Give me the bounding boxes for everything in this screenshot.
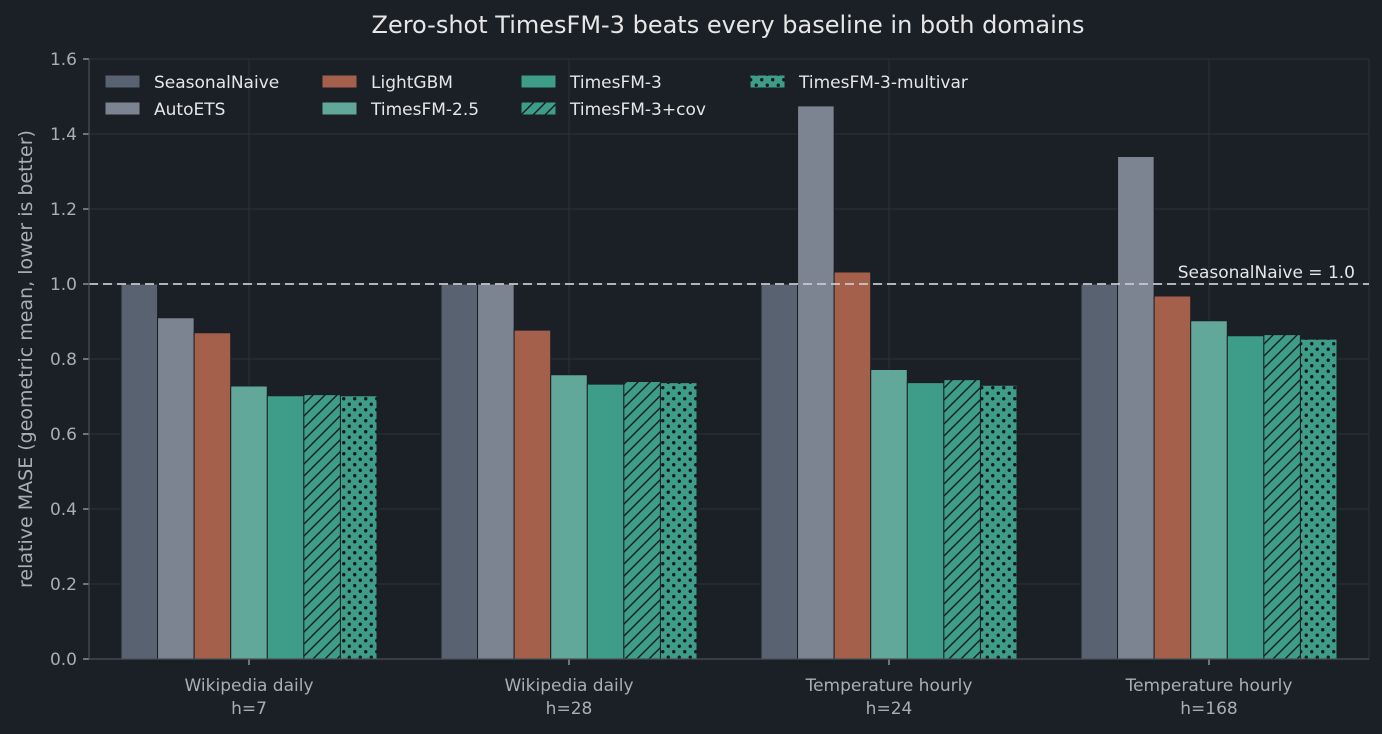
bars <box>120 105 1338 660</box>
bar-lightgbm-0 <box>193 332 232 660</box>
bar-seasonalnaive-3 <box>1080 283 1119 660</box>
y-tick-label: 1.2 <box>50 200 77 220</box>
chart-title: Zero-shot TimesFM-3 beats every baseline… <box>372 11 1085 39</box>
x-tick-label: Temperature hourly <box>805 676 973 696</box>
y-tick-label: 1.6 <box>50 50 77 70</box>
x-tick-label: Temperature hourly <box>1125 676 1293 696</box>
x-tick-label: h=7 <box>231 699 267 719</box>
y-axis-label: relative MASE (geometric mean, lower is … <box>15 130 37 588</box>
reference-line-label: SeasonalNaive = 1.0 <box>1178 263 1355 283</box>
legend-label-lightgbm: LightGBM <box>371 73 453 93</box>
bar-timesfm-2-5-2 <box>870 369 908 660</box>
y-tick-label: 0.0 <box>50 650 77 670</box>
legend-swatch-timesfm-3-cov <box>520 101 557 116</box>
legend: SeasonalNaive AutoETS LightGBM TimesFM-2.5 T… <box>104 73 968 120</box>
y-tick-label: 0.6 <box>50 425 77 445</box>
bar-seasonalnaive-1 <box>440 283 479 660</box>
reference-line-group: SeasonalNaive = 1.0 <box>89 263 1369 285</box>
legend-swatch-seasonalnaive <box>104 74 141 89</box>
bar-lightgbm-1 <box>513 329 552 660</box>
legend-label-timesfm-3: TimesFM-3 <box>569 73 662 93</box>
bar-timesfm-3-3 <box>1226 335 1265 660</box>
x-tick-label: Wikipedia daily <box>504 676 633 696</box>
bar-timesfm-3-multivar-2 <box>979 384 1018 660</box>
bar-timesfm-3-cov-0 <box>303 394 341 660</box>
y-tick-label: 0.8 <box>50 350 77 370</box>
bar-timesfm-3-0 <box>266 395 305 660</box>
bar-timesfm-3-2 <box>906 382 945 660</box>
bar-timesfm-3-multivar-3 <box>1299 338 1338 660</box>
bar-autoets-1 <box>477 283 515 660</box>
bar-seasonalnaive-0 <box>120 283 159 660</box>
bar-autoets-3 <box>1117 156 1155 660</box>
legend-swatch-lightgbm <box>321 74 358 89</box>
bar-timesfm-3-cov-2 <box>943 379 981 660</box>
bar-timesfm-3-1 <box>586 383 625 660</box>
bar-timesfm-3-cov-3 <box>1263 334 1301 660</box>
y-tick-label: 1.0 <box>50 275 77 295</box>
bar-timesfm-3-multivar-0 <box>339 395 378 660</box>
legend-swatch-timesfm-3 <box>520 74 557 89</box>
legend-swatch-timesfm-3-multivar <box>749 74 786 89</box>
bar-autoets-2 <box>797 105 835 660</box>
bar-timesfm-3-multivar-1 <box>659 382 698 660</box>
legend-swatch-timesfm-2-5 <box>321 101 358 116</box>
y-tick-label: 0.4 <box>50 500 77 520</box>
bar-lightgbm-3 <box>1153 295 1192 660</box>
legend-swatch-autoets <box>104 101 141 116</box>
bar-timesfm-2-5-3 <box>1190 320 1228 660</box>
bar-seasonalnaive-2 <box>760 283 799 660</box>
bar-autoets-0 <box>157 317 195 660</box>
legend-label-timesfm-3-cov: TimesFM-3+cov <box>569 100 706 120</box>
x-tick-label: h=168 <box>1180 699 1237 719</box>
axes: 0.0 0.2 0.4 0.6 0.8 1.0 1.2 1.4 1.6 Wikipedia dai… <box>50 50 1369 719</box>
x-tick-label: Wikipedia daily <box>184 676 313 696</box>
legend-label-timesfm-3-multivar: TimesFM-3-multivar <box>798 73 968 93</box>
bar-lightgbm-2 <box>833 271 872 660</box>
legend-label-seasonalnaive: SeasonalNaive <box>154 73 279 93</box>
bar-timesfm-2-5-0 <box>230 385 268 660</box>
bar-timesfm-2-5-1 <box>550 374 588 660</box>
x-tick-label: h=24 <box>866 699 913 719</box>
bar-timesfm-3-cov-1 <box>623 381 661 660</box>
y-tick-label: 0.2 <box>50 575 77 595</box>
legend-label-autoets: AutoETS <box>154 100 225 120</box>
x-tick-label: h=28 <box>546 699 593 719</box>
y-tick-label: 1.4 <box>50 125 77 145</box>
legend-label-timesfm-2-5: TimesFM-2.5 <box>370 100 479 120</box>
